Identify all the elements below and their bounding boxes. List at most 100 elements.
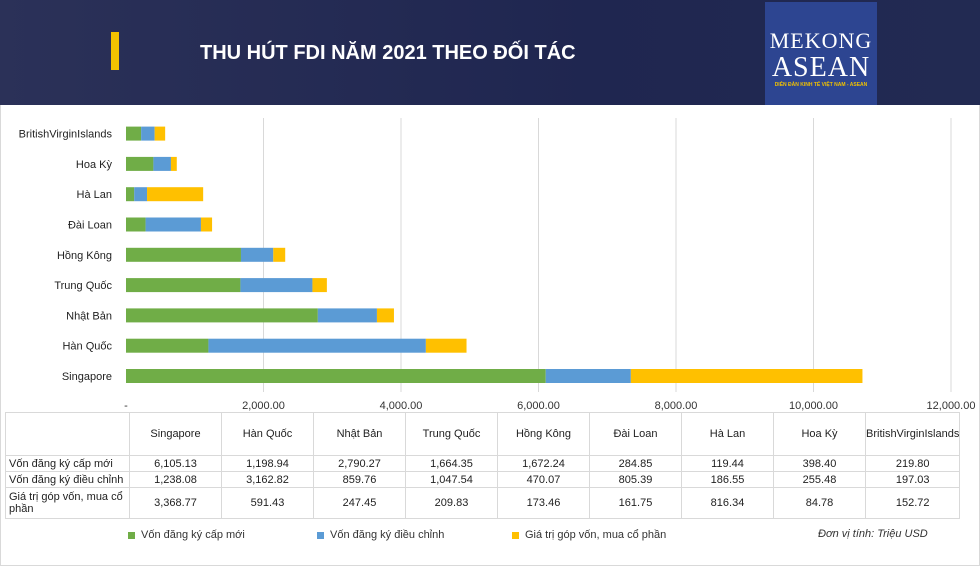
table-cell: 161.75 — [589, 487, 682, 519]
unit-note: Đơn vị tính: Triệu USD — [818, 528, 928, 540]
bar-segment — [126, 217, 146, 232]
bar-segment — [376, 308, 394, 323]
x-tick-label: 8,000.00 — [655, 400, 698, 412]
table-cell: 398.40 — [773, 455, 866, 472]
y-category-label: Hoa Kỳ — [76, 159, 113, 171]
bar-segment — [141, 126, 155, 141]
table-row: Giá trị góp vốn, mua cổ phần 3,368.77 591.… — [5, 487, 961, 519]
bar-segment — [147, 187, 204, 202]
y-category-label: Singapore — [62, 371, 112, 383]
table-cell: 816.34 — [681, 487, 774, 519]
x-tick-label: 10,000.00 — [789, 400, 838, 412]
table-cell: 209.83 — [405, 487, 498, 519]
table-row-label: Vốn đăng ký điều chỉnh — [5, 471, 130, 488]
data-table: Singapore Hàn Quốc Nhật Bản Trung Quốc Hồng … — [5, 412, 961, 519]
table-cell: 1,047.54 — [405, 471, 498, 488]
table-cell: 186.55 — [681, 471, 774, 488]
bar-segment — [126, 338, 209, 353]
legend-swatch — [128, 531, 135, 539]
table-cell: 470.07 — [497, 471, 590, 488]
table-column-header: Hàn Quốc — [221, 412, 314, 456]
table-cell: 1,198.94 — [221, 455, 314, 472]
bar-segment — [317, 308, 377, 323]
table-cell: 3,162.82 — [221, 471, 314, 488]
y-category-label: BritishVirginIslands — [19, 129, 113, 141]
table-column-header: Đài Loan — [589, 412, 682, 456]
legend-item-capital: Giá trị góp vốn, mua cổ phần — [512, 529, 666, 541]
x-tick-label: - — [124, 400, 128, 412]
bar-segment — [126, 156, 154, 171]
y-category-label: Hàn Quốc — [62, 341, 112, 353]
table-cell: 2,790.27 — [313, 455, 406, 472]
table-cell: 84.78 — [773, 487, 866, 519]
table-cell: 1,672.24 — [497, 455, 590, 472]
legend-label: Vốn đăng ký điều chỉnh — [330, 529, 445, 541]
table-cell: 1,664.35 — [405, 455, 498, 472]
bar-segment — [240, 278, 313, 293]
table-header-row: Singapore Hàn Quốc Nhật Bản Trung Quốc Hồng … — [5, 412, 961, 456]
logo-line2: ASEAN — [771, 52, 871, 83]
table-cell: 805.39 — [589, 471, 682, 488]
table-column-header: Trung Quốc — [405, 412, 498, 456]
table-cell: 119.44 — [681, 455, 774, 472]
title-accent-bar — [111, 32, 119, 70]
table-column-header: Hà Lan — [681, 412, 774, 456]
table-cell: 219.80 — [864, 455, 961, 472]
table-cell: 152.72 — [864, 487, 961, 519]
bar-segment — [154, 126, 166, 141]
table-column-header: Nhật Bản — [313, 412, 406, 456]
bar-chart: - 2,000.00 4,000.00 6,000.00 8,000.00 10,000.… — [19, 118, 976, 412]
y-category-label: Nhật Bản — [66, 310, 112, 322]
table-row: Vốn đăng ký điều chỉnh 1,238.08 3,162.82 85… — [5, 471, 961, 488]
legend-item-new: Vốn đăng ký cấp mới — [128, 529, 245, 541]
bar-segment — [200, 217, 213, 232]
page-title: THU HÚT FDI NĂM 2021 THEO ĐỐI TÁC — [200, 42, 576, 64]
table-column-header: Singapore — [129, 412, 222, 456]
table-cell: 1,238.08 — [129, 471, 222, 488]
y-category-label: Hồng Kông — [57, 250, 112, 262]
table-row: Vốn đăng ký cấp mới 6,105.13 1,198.94 2,790… — [5, 455, 961, 472]
bar-segment — [208, 338, 426, 353]
x-tick-label: 12,000.00 — [927, 400, 976, 412]
bar-segment — [312, 278, 327, 293]
table-column-header: Hoa Kỳ — [773, 412, 866, 456]
bar-segment — [126, 278, 241, 293]
table-column-header: Hồng Kông — [497, 412, 590, 456]
legend-item-adjusted: Vốn đăng ký điều chỉnh — [317, 529, 444, 541]
bar-segment — [425, 338, 467, 353]
mekong-asean-logo: MEKONG ASEAN DIỄN ĐÀN KINH TẾ VIỆT NAM -… — [765, 2, 877, 105]
table-row-label: Giá trị góp vốn, mua cổ phần — [5, 487, 130, 519]
x-tick-label: 6,000.00 — [517, 400, 560, 412]
table-cell: 197.03 — [864, 471, 961, 488]
bar-segment — [240, 247, 274, 262]
bar-segment — [545, 369, 631, 383]
bar-segment — [630, 369, 863, 383]
bar-segment — [126, 308, 318, 323]
x-tick-label: 4,000.00 — [380, 400, 423, 412]
bar-segment — [170, 156, 177, 171]
table-corner — [5, 412, 130, 456]
table-column-header: BritishVirginIslands — [864, 412, 961, 456]
table-row-label: Vốn đăng ký cấp mới — [5, 455, 130, 472]
bar-segment — [153, 156, 171, 171]
bar-segment — [126, 187, 135, 202]
table-cell: 3,368.77 — [129, 487, 222, 519]
table-cell: 591.43 — [221, 487, 314, 519]
logo-tagline: DIỄN ĐÀN KINH TẾ VIỆT NAM - ASEAN — [774, 82, 868, 88]
legend-label: Giá trị góp vốn, mua cổ phần — [525, 529, 667, 541]
legend-label: Vốn đăng ký cấp mới — [141, 529, 245, 541]
y-category-label: Hà Lan — [77, 189, 112, 201]
bar-segment — [126, 247, 241, 262]
logo-line1: MEKONG — [769, 28, 873, 53]
legend-swatch — [512, 531, 519, 539]
x-tick-label: 2,000.00 — [242, 400, 285, 412]
legend-swatch — [317, 531, 324, 539]
table-cell: 6,105.13 — [129, 455, 222, 472]
y-category-label: Đài Loan — [68, 220, 112, 232]
table-cell: 173.46 — [497, 487, 590, 519]
table-cell: 255.48 — [773, 471, 866, 488]
bar-segment — [273, 247, 286, 262]
table-cell: 247.45 — [313, 487, 406, 519]
table-cell: 859.76 — [313, 471, 406, 488]
bar-segment — [145, 217, 201, 232]
